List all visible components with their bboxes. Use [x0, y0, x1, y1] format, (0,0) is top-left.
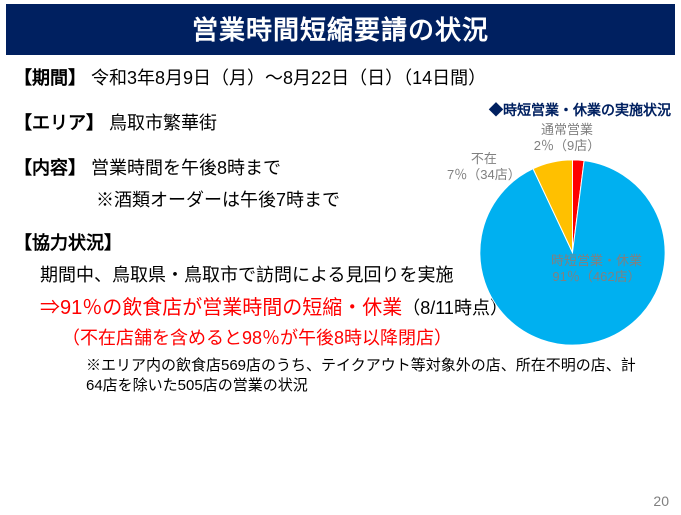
page-number: 20	[653, 493, 669, 509]
chart-title: ◆時短営業・休業の実施状況	[433, 100, 671, 120]
coop-line2-red: ⇒91％の飲食店が営業時間の短縮・休業	[40, 297, 402, 319]
chart-normal-value: 2％（9店）	[534, 138, 600, 153]
chart-main-value: 91％（462店）	[552, 269, 640, 284]
area-label: 【エリア】	[14, 113, 104, 133]
content-text: 営業時間を午後8時まで	[91, 158, 281, 178]
area-text: 鳥取市繁華街	[109, 113, 217, 133]
page-title: 営業時間短縮要請の状況	[6, 4, 675, 55]
chart-absent-label-text: 不在	[471, 151, 497, 166]
coop-label: 【協力状況】	[14, 233, 122, 253]
pie-chart: ◆時短営業・休業の実施状況 通常営業 2％（9店） 不在 7％（34店） 時短営…	[433, 100, 671, 350]
period-label: 【期間】	[14, 68, 86, 88]
chart-absent-value: 7％（34店）	[447, 167, 521, 182]
period-text: 令和3年8月9日（月）～8月22日（日）（14日間）	[91, 68, 486, 88]
chart-main-label-text: 時短営業・休業	[551, 253, 642, 268]
chart-main-label: 時短営業・休業 91％（462店）	[551, 253, 642, 286]
period-row: 【期間】 令和3年8月9日（月）～8月22日（日）（14日間）	[14, 65, 667, 92]
content-label: 【内容】	[14, 158, 86, 178]
chart-absent-label: 不在 7％（34店）	[447, 151, 521, 182]
pie-holder: 不在 7％（34店） 時短営業・休業 91％（462店）	[475, 155, 670, 350]
coop-note: ※エリア内の飲食店569店のうち、テイクアウト等対象外の店、所在不明の店、計64…	[14, 356, 667, 397]
chart-normal-label: 通常営業 2％（9店）	[463, 122, 671, 153]
chart-normal-label-text: 通常営業	[541, 122, 593, 137]
